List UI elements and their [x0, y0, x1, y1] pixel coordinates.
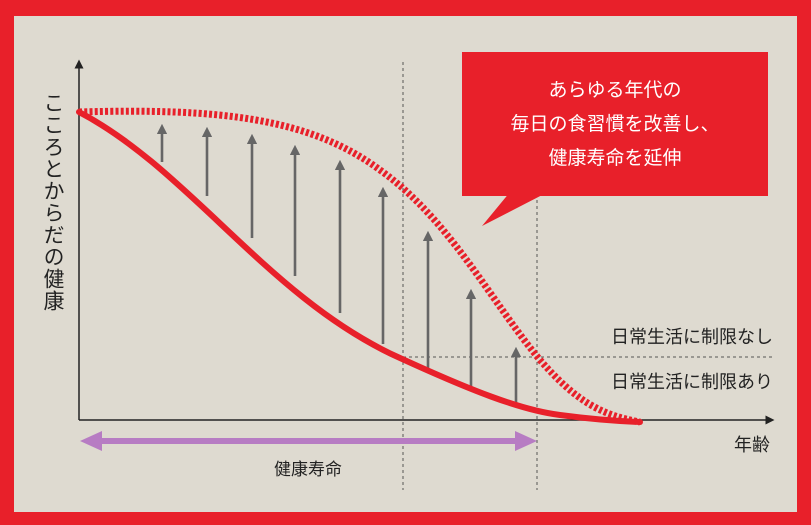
improved-health-curve — [78, 107, 641, 426]
threshold-below-label: 日常生活に制限あり — [611, 372, 773, 393]
current-health-curve — [76, 109, 643, 425]
threshold-above-label: 日常生活に制限なし — [611, 327, 773, 348]
callout-tail — [482, 192, 548, 226]
health-span-bar-left-head — [80, 431, 102, 451]
callout-box — [462, 52, 768, 196]
x-axis-label: 年齢 — [734, 435, 770, 456]
y-axis-label: こころとからだの健康 — [41, 92, 65, 312]
health-span-label: 健康寿命 — [274, 460, 342, 480]
improvement-arrows — [156, 123, 522, 403]
health-span-bar-right-head — [515, 431, 537, 451]
